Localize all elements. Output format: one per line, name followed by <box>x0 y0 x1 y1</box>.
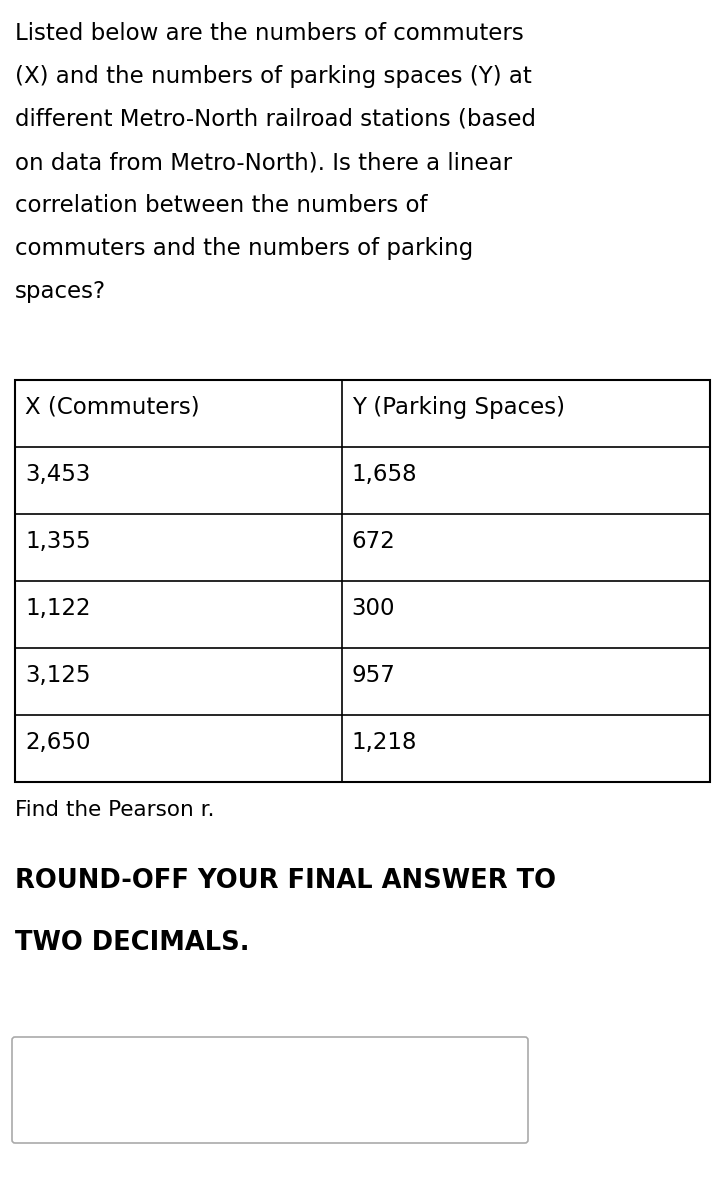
FancyBboxPatch shape <box>12 1037 528 1142</box>
Text: spaces?: spaces? <box>15 280 106 302</box>
Text: 3,453: 3,453 <box>25 463 91 486</box>
Text: 1,355: 1,355 <box>25 530 91 553</box>
Text: 672: 672 <box>352 530 395 553</box>
Text: ROUND-OFF YOUR FINAL ANSWER TO: ROUND-OFF YOUR FINAL ANSWER TO <box>15 868 556 894</box>
Bar <box>15 380 710 782</box>
Text: X (Commuters): X (Commuters) <box>25 396 199 419</box>
Text: on data from Metro-North). Is there a linear: on data from Metro-North). Is there a li… <box>15 151 512 174</box>
Text: (X) and the numbers of parking spaces (Y) at: (X) and the numbers of parking spaces (Y… <box>15 65 531 88</box>
Text: 2,650: 2,650 <box>25 731 91 754</box>
Text: correlation between the numbers of: correlation between the numbers of <box>15 194 428 217</box>
Text: Find the Pearson r.: Find the Pearson r. <box>15 800 215 820</box>
Text: 1,658: 1,658 <box>352 463 418 486</box>
Text: 3,125: 3,125 <box>25 664 91 686</box>
Text: Listed below are the numbers of commuters: Listed below are the numbers of commuter… <box>15 22 523 44</box>
Text: different Metro-North railroad stations (based: different Metro-North railroad stations … <box>15 108 536 131</box>
Text: TWO DECIMALS.: TWO DECIMALS. <box>15 930 249 956</box>
Text: 300: 300 <box>352 596 395 620</box>
Text: 957: 957 <box>352 664 396 686</box>
Text: commuters and the numbers of parking: commuters and the numbers of parking <box>15 236 473 260</box>
Text: 1,218: 1,218 <box>352 731 417 754</box>
Text: 1,122: 1,122 <box>25 596 91 620</box>
Text: Y (Parking Spaces): Y (Parking Spaces) <box>352 396 565 419</box>
